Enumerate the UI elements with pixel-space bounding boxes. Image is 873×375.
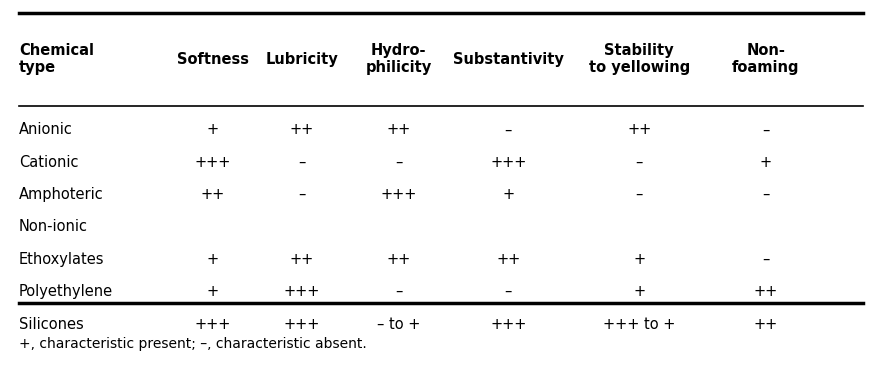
- Text: +: +: [760, 155, 772, 170]
- Text: +++: +++: [195, 316, 231, 332]
- Text: +: +: [207, 122, 219, 137]
- Text: Cationic: Cationic: [19, 155, 79, 170]
- Text: +: +: [633, 284, 645, 299]
- Text: –: –: [762, 187, 769, 202]
- Text: +++: +++: [491, 316, 526, 332]
- Text: +: +: [502, 187, 514, 202]
- Text: +++: +++: [284, 284, 320, 299]
- Text: Silicones: Silicones: [19, 316, 84, 332]
- Text: Ethoxylates: Ethoxylates: [19, 252, 104, 267]
- Text: +: +: [633, 252, 645, 267]
- Text: +++: +++: [284, 316, 320, 332]
- Text: ++: ++: [201, 187, 225, 202]
- Text: Anionic: Anionic: [19, 122, 72, 137]
- Text: ++: ++: [387, 122, 411, 137]
- Text: ++: ++: [753, 316, 778, 332]
- Text: –: –: [505, 284, 512, 299]
- Text: ++: ++: [496, 252, 520, 267]
- Text: ++: ++: [753, 284, 778, 299]
- Text: –: –: [762, 122, 769, 137]
- Text: – to +: – to +: [377, 316, 420, 332]
- Text: Softness: Softness: [177, 52, 249, 67]
- Text: Hydro-
philicity: Hydro- philicity: [366, 43, 432, 75]
- Text: –: –: [298, 155, 306, 170]
- Text: Amphoteric: Amphoteric: [19, 187, 104, 202]
- Text: +++: +++: [491, 155, 526, 170]
- Text: Lubricity: Lubricity: [265, 52, 338, 67]
- Text: –: –: [636, 187, 643, 202]
- Text: Stability
to yellowing: Stability to yellowing: [588, 43, 690, 75]
- Text: ++: ++: [290, 122, 313, 137]
- Text: +++ to +: +++ to +: [603, 316, 676, 332]
- Text: –: –: [395, 284, 402, 299]
- Text: +, characteristic present; –, characteristic absent.: +, characteristic present; –, characteri…: [19, 337, 367, 351]
- Text: Non-ionic: Non-ionic: [19, 219, 88, 234]
- Text: –: –: [298, 187, 306, 202]
- Text: Substantivity: Substantivity: [453, 52, 564, 67]
- Text: –: –: [505, 122, 512, 137]
- Text: –: –: [636, 155, 643, 170]
- Text: –: –: [395, 155, 402, 170]
- Text: +++: +++: [381, 187, 416, 202]
- Text: –: –: [762, 252, 769, 267]
- Text: Polyethylene: Polyethylene: [19, 284, 113, 299]
- Text: +: +: [207, 252, 219, 267]
- Text: Chemical
type: Chemical type: [19, 43, 93, 75]
- Text: ++: ++: [290, 252, 313, 267]
- Text: +: +: [207, 284, 219, 299]
- Text: +++: +++: [195, 155, 231, 170]
- Text: Non-
foaming: Non- foaming: [732, 43, 800, 75]
- Text: ++: ++: [627, 122, 651, 137]
- Text: ++: ++: [387, 252, 411, 267]
